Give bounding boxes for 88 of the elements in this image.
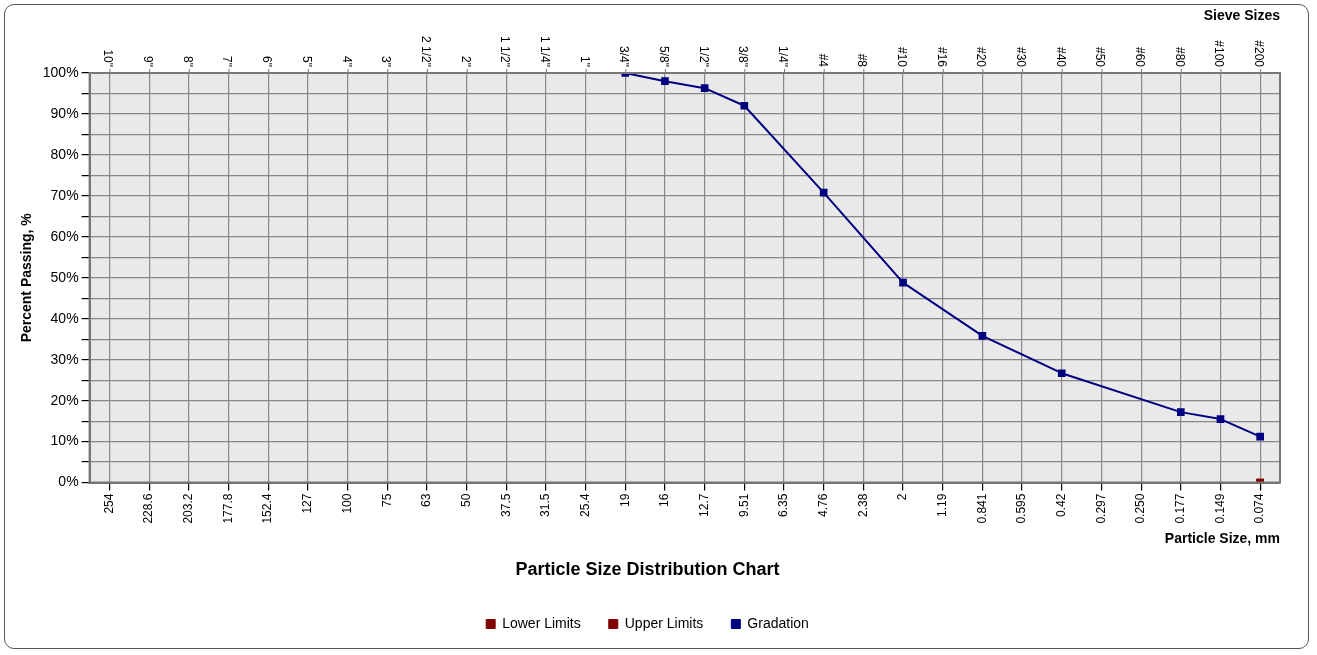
point bbox=[819, 188, 828, 197]
x-tick-label: 50 bbox=[458, 493, 473, 507]
x-tick-label: 31.5 bbox=[538, 493, 553, 517]
x-tick-label: 0.297 bbox=[1093, 493, 1108, 524]
text: 1 1/2" bbox=[498, 36, 513, 67]
text: #4 bbox=[815, 53, 830, 68]
x-tick-label: 16 bbox=[657, 493, 672, 507]
point bbox=[1216, 415, 1225, 423]
legend-label: Lower Limits bbox=[502, 614, 581, 631]
y-tick-label: 80% bbox=[50, 145, 79, 162]
x-tick-label: 0.149 bbox=[1212, 493, 1227, 524]
text: Particle Size Distribution Chart bbox=[515, 559, 780, 580]
x-tick-label: 203.2 bbox=[181, 493, 196, 524]
x-tick-label: 2.38 bbox=[855, 493, 870, 517]
x-tick-label: 0.250 bbox=[1133, 493, 1148, 524]
text: 10" bbox=[101, 49, 116, 67]
y-tick-label: 0% bbox=[58, 473, 79, 490]
x-tick-label: 254 bbox=[101, 493, 116, 514]
x-tick-label: 127 bbox=[300, 493, 315, 514]
y-tick-label: 30% bbox=[50, 350, 79, 367]
text: #30 bbox=[1014, 46, 1029, 68]
y-axis-title: Percent Passing, % bbox=[18, 212, 35, 343]
text: #20 bbox=[974, 46, 989, 68]
y-tick-label: 20% bbox=[50, 391, 79, 408]
text: #100 bbox=[1212, 40, 1227, 68]
x-tick-label: 228.6 bbox=[141, 493, 156, 524]
point bbox=[700, 84, 709, 92]
x-tick-label: 63 bbox=[419, 493, 434, 507]
text: #80 bbox=[1172, 46, 1187, 68]
point bbox=[978, 332, 987, 340]
text: 3" bbox=[379, 56, 394, 67]
x-axis-title: Particle Size, mm bbox=[1164, 529, 1280, 546]
x-tick-label: 4.76 bbox=[816, 493, 830, 517]
text: 6" bbox=[260, 56, 275, 67]
x-tick-label: 152.4 bbox=[260, 493, 275, 524]
text: #16 bbox=[934, 46, 949, 68]
text: #60 bbox=[1133, 46, 1148, 68]
text: 3/4" bbox=[617, 46, 632, 67]
x2-axis-title: Sieve Sizes bbox=[1203, 6, 1281, 23]
text: #8 bbox=[855, 53, 870, 68]
x-tick-label: 0.841 bbox=[974, 493, 989, 524]
x-tick-label: 25.4 bbox=[577, 493, 592, 517]
text: 7" bbox=[220, 56, 235, 67]
text: 2" bbox=[458, 56, 473, 67]
text: #40 bbox=[1053, 46, 1068, 68]
text: 3/8" bbox=[736, 46, 751, 67]
y-tick-label: 50% bbox=[50, 268, 79, 285]
y-tick-label: 90% bbox=[50, 104, 79, 121]
x-tick-label: 6.35 bbox=[776, 493, 791, 517]
x-tick-label: 0.595 bbox=[1014, 493, 1029, 524]
legend-label: Gradation bbox=[747, 614, 809, 631]
point bbox=[1057, 369, 1066, 378]
x-tick-label: 12.7 bbox=[696, 493, 711, 517]
text: 1" bbox=[577, 56, 592, 67]
point bbox=[899, 278, 907, 287]
text: 5" bbox=[299, 56, 314, 67]
text: 1/4" bbox=[776, 46, 790, 67]
text: #50 bbox=[1093, 46, 1108, 68]
point bbox=[661, 77, 669, 86]
point bbox=[1256, 432, 1264, 441]
text: 4" bbox=[339, 56, 354, 67]
y-tick-label: 40% bbox=[50, 309, 79, 326]
x-tick-label: 2 bbox=[895, 493, 910, 501]
x-tick-label: 0.42 bbox=[1054, 493, 1069, 517]
x-tick-label: 37.5 bbox=[498, 493, 513, 517]
x-tick-label: 75 bbox=[379, 493, 394, 507]
x-tick-label: 19 bbox=[617, 493, 632, 507]
x-tick-label: 9.51 bbox=[736, 493, 751, 517]
y-tick-label: 10% bbox=[50, 432, 79, 449]
y-tick-label: 60% bbox=[50, 227, 79, 244]
legend-label: Upper Limits bbox=[624, 614, 704, 631]
text: #10 bbox=[895, 46, 910, 68]
text: 9" bbox=[141, 56, 156, 67]
x-tick-label: 1.19 bbox=[935, 493, 950, 517]
text: #200 bbox=[1252, 40, 1267, 68]
y-tick-label: 100% bbox=[42, 63, 79, 80]
point bbox=[1176, 408, 1185, 416]
y-tick-label: 70% bbox=[50, 186, 79, 203]
text: 1 1/4" bbox=[537, 36, 552, 67]
x-tick-label: 100 bbox=[339, 493, 354, 514]
text: 8" bbox=[180, 56, 195, 67]
x-tick-label: 177.8 bbox=[220, 493, 235, 524]
x-tick-label: 0.074 bbox=[1252, 493, 1267, 524]
text: 1/2" bbox=[696, 46, 711, 67]
text: 5/8" bbox=[656, 46, 671, 67]
text: 2 1/2" bbox=[418, 36, 433, 67]
x-tick-label: 0.177 bbox=[1173, 493, 1188, 524]
point bbox=[740, 101, 749, 110]
